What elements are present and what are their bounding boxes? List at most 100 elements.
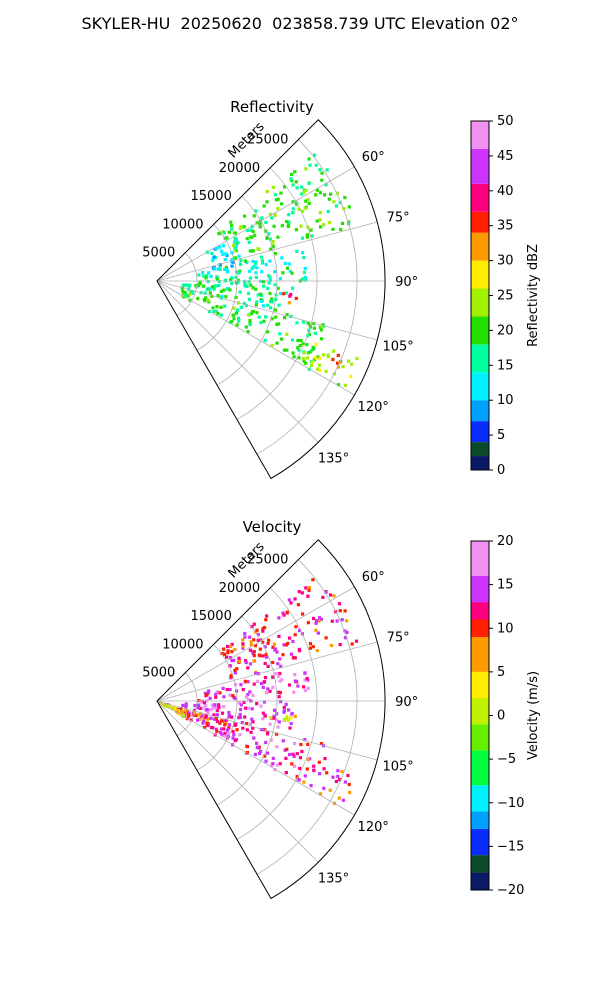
azimuth-gridline <box>156 280 319 443</box>
echo-pixel <box>268 291 272 296</box>
echo-pixel <box>210 726 214 730</box>
echo-pixel <box>311 645 315 649</box>
echo-pixel <box>347 205 351 209</box>
echo-pixel <box>238 269 242 273</box>
echo-pixel <box>318 792 323 796</box>
echo-pixel <box>254 275 258 279</box>
echo-pixel <box>318 218 322 222</box>
echo-pixel <box>257 745 261 749</box>
echo-pixel <box>302 359 306 363</box>
echo-pixel <box>232 658 236 662</box>
echo-pixel <box>270 763 274 768</box>
echo-pixel <box>311 345 315 349</box>
echo-pixel <box>189 718 193 722</box>
echo-pixel <box>241 726 245 730</box>
echo-pixel <box>234 281 238 285</box>
colorbar-tick-label: 5 <box>497 428 505 443</box>
echo-pixel <box>261 711 265 715</box>
echo-pixel <box>307 588 311 592</box>
echo-pixel <box>230 642 234 646</box>
echo-pixel <box>217 245 222 249</box>
echo-pixel <box>247 706 251 710</box>
echo-pixel <box>251 693 255 697</box>
echo-pixel <box>293 170 297 174</box>
echo-pixel <box>254 287 258 291</box>
echo-pixel <box>179 707 183 711</box>
echo-pixel <box>298 343 302 348</box>
echo-pixel <box>318 168 322 172</box>
echo-pixel <box>250 625 254 629</box>
echo-pixel <box>245 284 249 288</box>
echo-pixel <box>290 271 294 275</box>
echo-pixel <box>326 355 330 359</box>
echo-pixel <box>202 274 206 278</box>
echo-pixel <box>184 705 188 709</box>
echo-pixel <box>248 722 252 726</box>
echo-pixel <box>247 240 251 244</box>
echo-pixel <box>223 304 227 308</box>
echo-pixel <box>280 678 284 682</box>
echo-pixel <box>246 330 250 334</box>
echo-pixel <box>265 655 269 659</box>
echo-pixel <box>218 730 222 735</box>
echo-pixel <box>252 650 256 654</box>
echo-pixel <box>201 270 205 274</box>
echo-region <box>197 249 308 284</box>
echo-pixel <box>283 748 287 752</box>
echo-pixel <box>331 775 335 779</box>
echo-pixel <box>317 619 321 623</box>
echo-pixel <box>234 275 238 280</box>
echo-pixel <box>277 303 281 307</box>
azimuth-tick-label: 135° <box>318 872 349 887</box>
echo-pixel <box>341 365 345 369</box>
echo-pixel <box>270 343 274 348</box>
echo-pixel <box>232 306 236 310</box>
echo-pixel <box>274 315 278 319</box>
echo-pixel <box>264 652 268 656</box>
echo-pixel <box>211 258 215 263</box>
range-tick-label: 25000 <box>247 553 288 568</box>
echo-pixel <box>203 725 207 730</box>
echo-pixel <box>253 644 258 648</box>
echo-pixel <box>223 731 227 735</box>
echo-pixel <box>246 666 250 670</box>
echo-pixel <box>310 363 314 368</box>
echo-pixel <box>238 262 243 266</box>
echo-pixel <box>227 723 232 727</box>
echo-pixel <box>307 157 311 161</box>
echo-pixel <box>284 291 288 295</box>
echo-pixel <box>197 717 201 721</box>
echo-pixel <box>293 741 297 746</box>
echo-pixel <box>315 219 319 223</box>
echo-pixel <box>334 779 338 784</box>
colorbar-band <box>471 344 489 373</box>
echo-pixel <box>243 282 247 286</box>
echo-pixel <box>196 705 200 710</box>
echo-pixel <box>338 609 342 613</box>
echo-pixel <box>250 707 254 711</box>
echo-pixel <box>350 642 354 646</box>
echo-pixel <box>320 178 324 182</box>
azimuth-gridline <box>156 700 378 761</box>
echo-pixel <box>265 200 269 204</box>
echo-pixel <box>322 193 326 197</box>
echo-pixel <box>278 277 282 281</box>
echo-pixel <box>280 256 284 260</box>
echo-pixel <box>279 191 283 195</box>
echo-pixel <box>275 745 279 749</box>
echo-pixel <box>337 796 341 800</box>
echo-pixel <box>295 752 299 756</box>
echo-pixel <box>268 278 272 282</box>
echo-pixel <box>328 593 333 597</box>
echo-pixel <box>256 293 260 297</box>
echo-pixel <box>315 188 319 192</box>
echo-pixel <box>249 640 253 644</box>
echo-pixel <box>307 586 312 590</box>
echo-pixel <box>296 684 300 688</box>
echo-pixel <box>305 235 309 239</box>
echo-pixel <box>347 359 351 363</box>
echo-pixel <box>269 716 273 720</box>
echo-pixel <box>316 355 320 359</box>
echo-pixel <box>340 618 344 622</box>
echo-pixel <box>299 742 303 747</box>
